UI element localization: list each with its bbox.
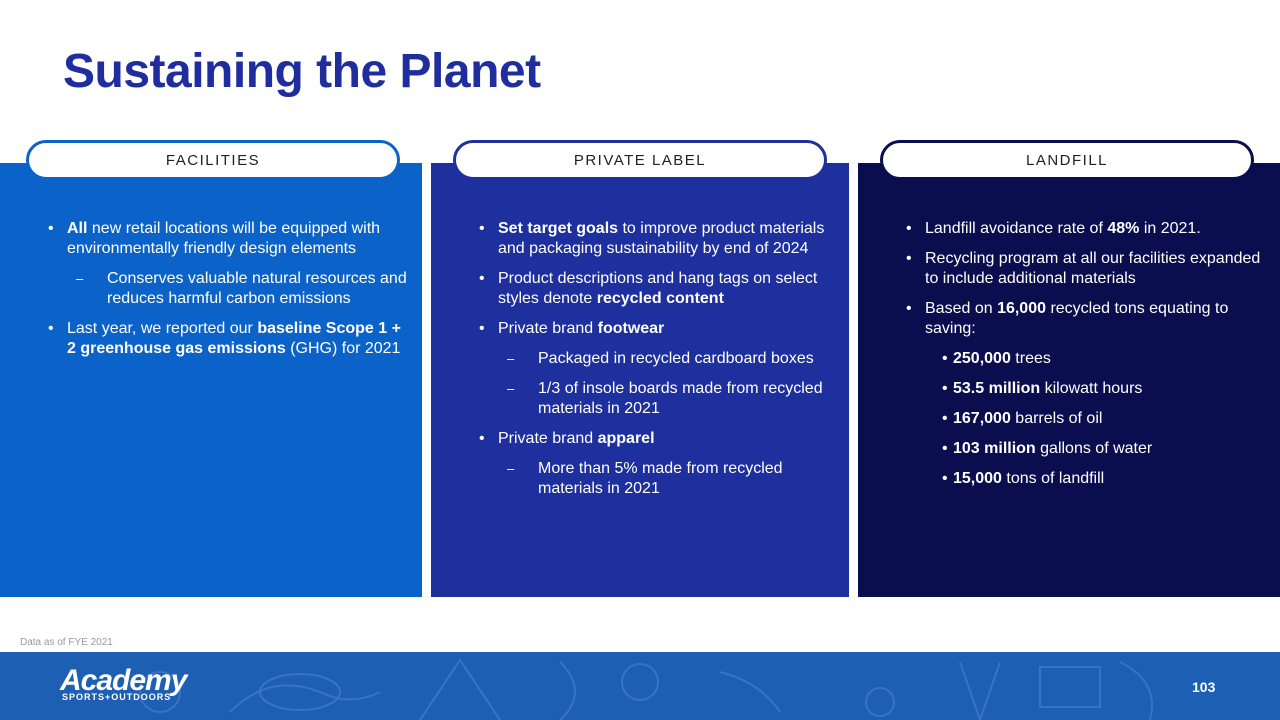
panel-tab: PRIVATE LABEL [453,140,827,180]
text-run: new retail locations will be equipped wi… [67,220,381,257]
logo: Academy [60,664,187,697]
text-run: Packaged in recycled cardboard boxes [538,350,814,367]
text-run: More than 5% made from recycled material… [538,460,783,497]
panel: LANDFILL Landfill avoidance rate of 48% i… [858,140,1280,597]
bullet-item: Set target goals to improve product mate… [431,219,837,259]
bullet-item: 53.5 million kilowatt hours [858,379,1268,399]
text-run: Set target goals [498,220,619,237]
footer-band: Academy SPORTS+OUTDOORS 103 [0,652,1280,720]
text-run: recycled content [596,290,724,307]
text-run: Conserves valuable natural resources and… [107,270,407,307]
bullet-item: 103 million gallons of water [858,439,1268,459]
bullet-item: All new retail locations will be equippe… [0,219,410,259]
text-run: trees [1010,350,1051,367]
slide-title: Sustaining the Planet [63,45,541,98]
text-run: 15,000 [953,470,1002,487]
text-run: Product descriptions and hang tags on se… [498,270,818,307]
text-run: 167,000 [953,410,1011,427]
bullet-item: More than 5% made from recycled material… [431,459,837,499]
bullet-item: Private brand apparel [431,429,837,449]
bullet-item: Landfill avoidance rate of 48% in 2021. [858,219,1268,239]
text-run: 16,000 [997,300,1046,317]
text-run: footwear [597,320,665,337]
text-run: gallons of water [1035,440,1153,457]
text-run: barrels of oil [1010,410,1103,427]
panel-tab: FACILITIES [26,140,400,180]
text-run: 48% [1107,220,1140,237]
text-run: 53.5 million [953,380,1041,397]
text-run: kilowatt hours [1040,380,1143,397]
text-run: 250,000 [953,350,1011,367]
bullet-item: Based on 16,000 recycled tons equating t… [858,299,1268,339]
band-pattern [139,658,1153,720]
bullet-item: 1/3 of insole boards made from recycled … [431,379,837,419]
bullet-list: All new retail locations will be equippe… [0,219,410,369]
panel-tab: LANDFILL [880,140,1254,180]
text-run: Based on [925,300,998,317]
logo-subtitle: SPORTS+OUTDOORS [62,692,172,702]
text-run: 103 million [953,440,1036,457]
text-run: Private brand [498,320,598,337]
bullet-item: Packaged in recycled cardboard boxes [431,349,837,369]
bullet-list: Landfill avoidance rate of 48% in 2021. R… [858,219,1268,499]
text-run: recycled tons equating to saving: [925,300,1229,337]
bullet-item: Recycling program at all our facilities … [858,249,1268,289]
footnote: Data as of FYE 2021 [20,637,113,648]
text-run: to improve product materials and packagi… [498,220,825,257]
page-number: 103 [1192,679,1216,695]
bullet-list: Set target goals to improve product mate… [431,219,837,509]
bullet-item: Last year, we reported our baseline Scop… [0,319,410,359]
text-run: tons of landfill [1001,470,1105,487]
bullet-item: Product descriptions and hang tags on se… [431,269,837,309]
text-run: apparel [597,430,655,447]
bullet-item: 250,000 trees [858,349,1268,369]
text-run: 1/3 of insole boards made from recycled … [538,380,823,417]
text-run: (GHG) for 2021 [285,340,401,357]
panel: FACILITIES All new retail locations will … [0,140,422,597]
panel: PRIVATE LABEL Set target goals to improve… [431,140,849,597]
bullet-item: 167,000 barrels of oil [858,409,1268,429]
text-run: baseline Scope 1 + 2 greenhouse gas emis… [67,320,401,357]
text-run: Landfill avoidance rate of [925,220,1108,237]
bullet-item: Conserves valuable natural resources and… [0,269,410,309]
bullet-item: Private brand footwear [431,319,837,339]
text-run: Last year, we reported our [67,320,258,337]
bullet-item: 15,000 tons of landfill [858,469,1268,489]
text-run: All [67,220,88,237]
text-run: in 2021. [1139,220,1201,237]
text-run: Recycling program at all our facilities … [925,250,1261,287]
text-run: Private brand [498,430,598,447]
